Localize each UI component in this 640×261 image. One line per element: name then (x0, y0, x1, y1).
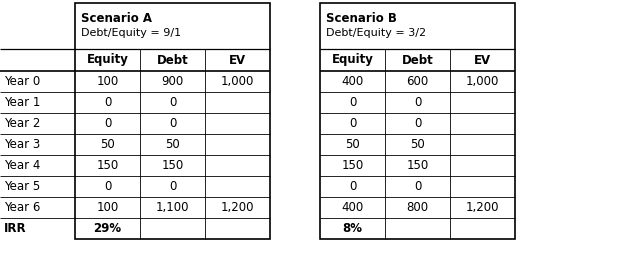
Text: Year 5: Year 5 (4, 180, 40, 193)
Text: Scenario B: Scenario B (326, 13, 397, 26)
Text: 400: 400 (341, 75, 364, 88)
Bar (320, 3, 515, 239)
Text: 1,000: 1,000 (221, 75, 254, 88)
Text: Equity: Equity (86, 54, 129, 67)
Text: Debt: Debt (157, 54, 188, 67)
Text: IRR: IRR (4, 222, 27, 235)
Text: Year 2: Year 2 (4, 117, 40, 130)
Text: 0: 0 (169, 117, 176, 130)
Text: EV: EV (474, 54, 491, 67)
Text: Equity: Equity (332, 54, 373, 67)
Text: 50: 50 (345, 138, 360, 151)
Text: 0: 0 (104, 96, 111, 109)
Text: 0: 0 (169, 96, 176, 109)
Text: 0: 0 (349, 96, 356, 109)
Text: 100: 100 (97, 75, 118, 88)
Text: 1,200: 1,200 (466, 201, 499, 214)
Text: 0: 0 (104, 117, 111, 130)
Text: 0: 0 (349, 117, 356, 130)
Text: Scenario A: Scenario A (81, 13, 152, 26)
Text: 900: 900 (161, 75, 184, 88)
Text: 400: 400 (341, 201, 364, 214)
Text: 0: 0 (169, 180, 176, 193)
Text: 800: 800 (406, 201, 429, 214)
Text: Year 6: Year 6 (4, 201, 40, 214)
Text: 150: 150 (341, 159, 364, 172)
Text: 0: 0 (349, 180, 356, 193)
Text: 50: 50 (165, 138, 180, 151)
Bar (75, 3, 270, 239)
Text: 0: 0 (414, 180, 421, 193)
Text: 150: 150 (161, 159, 184, 172)
Text: 1,100: 1,100 (156, 201, 189, 214)
Text: Year 4: Year 4 (4, 159, 40, 172)
Text: EV: EV (229, 54, 246, 67)
Text: 1,000: 1,000 (466, 75, 499, 88)
Text: Year 3: Year 3 (4, 138, 40, 151)
Text: Debt: Debt (402, 54, 433, 67)
Text: Debt/Equity = 9/1: Debt/Equity = 9/1 (81, 28, 181, 38)
Text: 0: 0 (414, 96, 421, 109)
Text: 100: 100 (97, 201, 118, 214)
Text: 50: 50 (410, 138, 425, 151)
Text: 0: 0 (414, 117, 421, 130)
Text: 150: 150 (406, 159, 429, 172)
Text: Year 1: Year 1 (4, 96, 40, 109)
Text: Year 0: Year 0 (4, 75, 40, 88)
Text: 150: 150 (97, 159, 118, 172)
Text: 1,200: 1,200 (221, 201, 254, 214)
Text: 50: 50 (100, 138, 115, 151)
Text: 600: 600 (406, 75, 429, 88)
Text: 8%: 8% (342, 222, 362, 235)
Text: 29%: 29% (93, 222, 122, 235)
Text: Debt/Equity = 3/2: Debt/Equity = 3/2 (326, 28, 426, 38)
Text: 0: 0 (104, 180, 111, 193)
